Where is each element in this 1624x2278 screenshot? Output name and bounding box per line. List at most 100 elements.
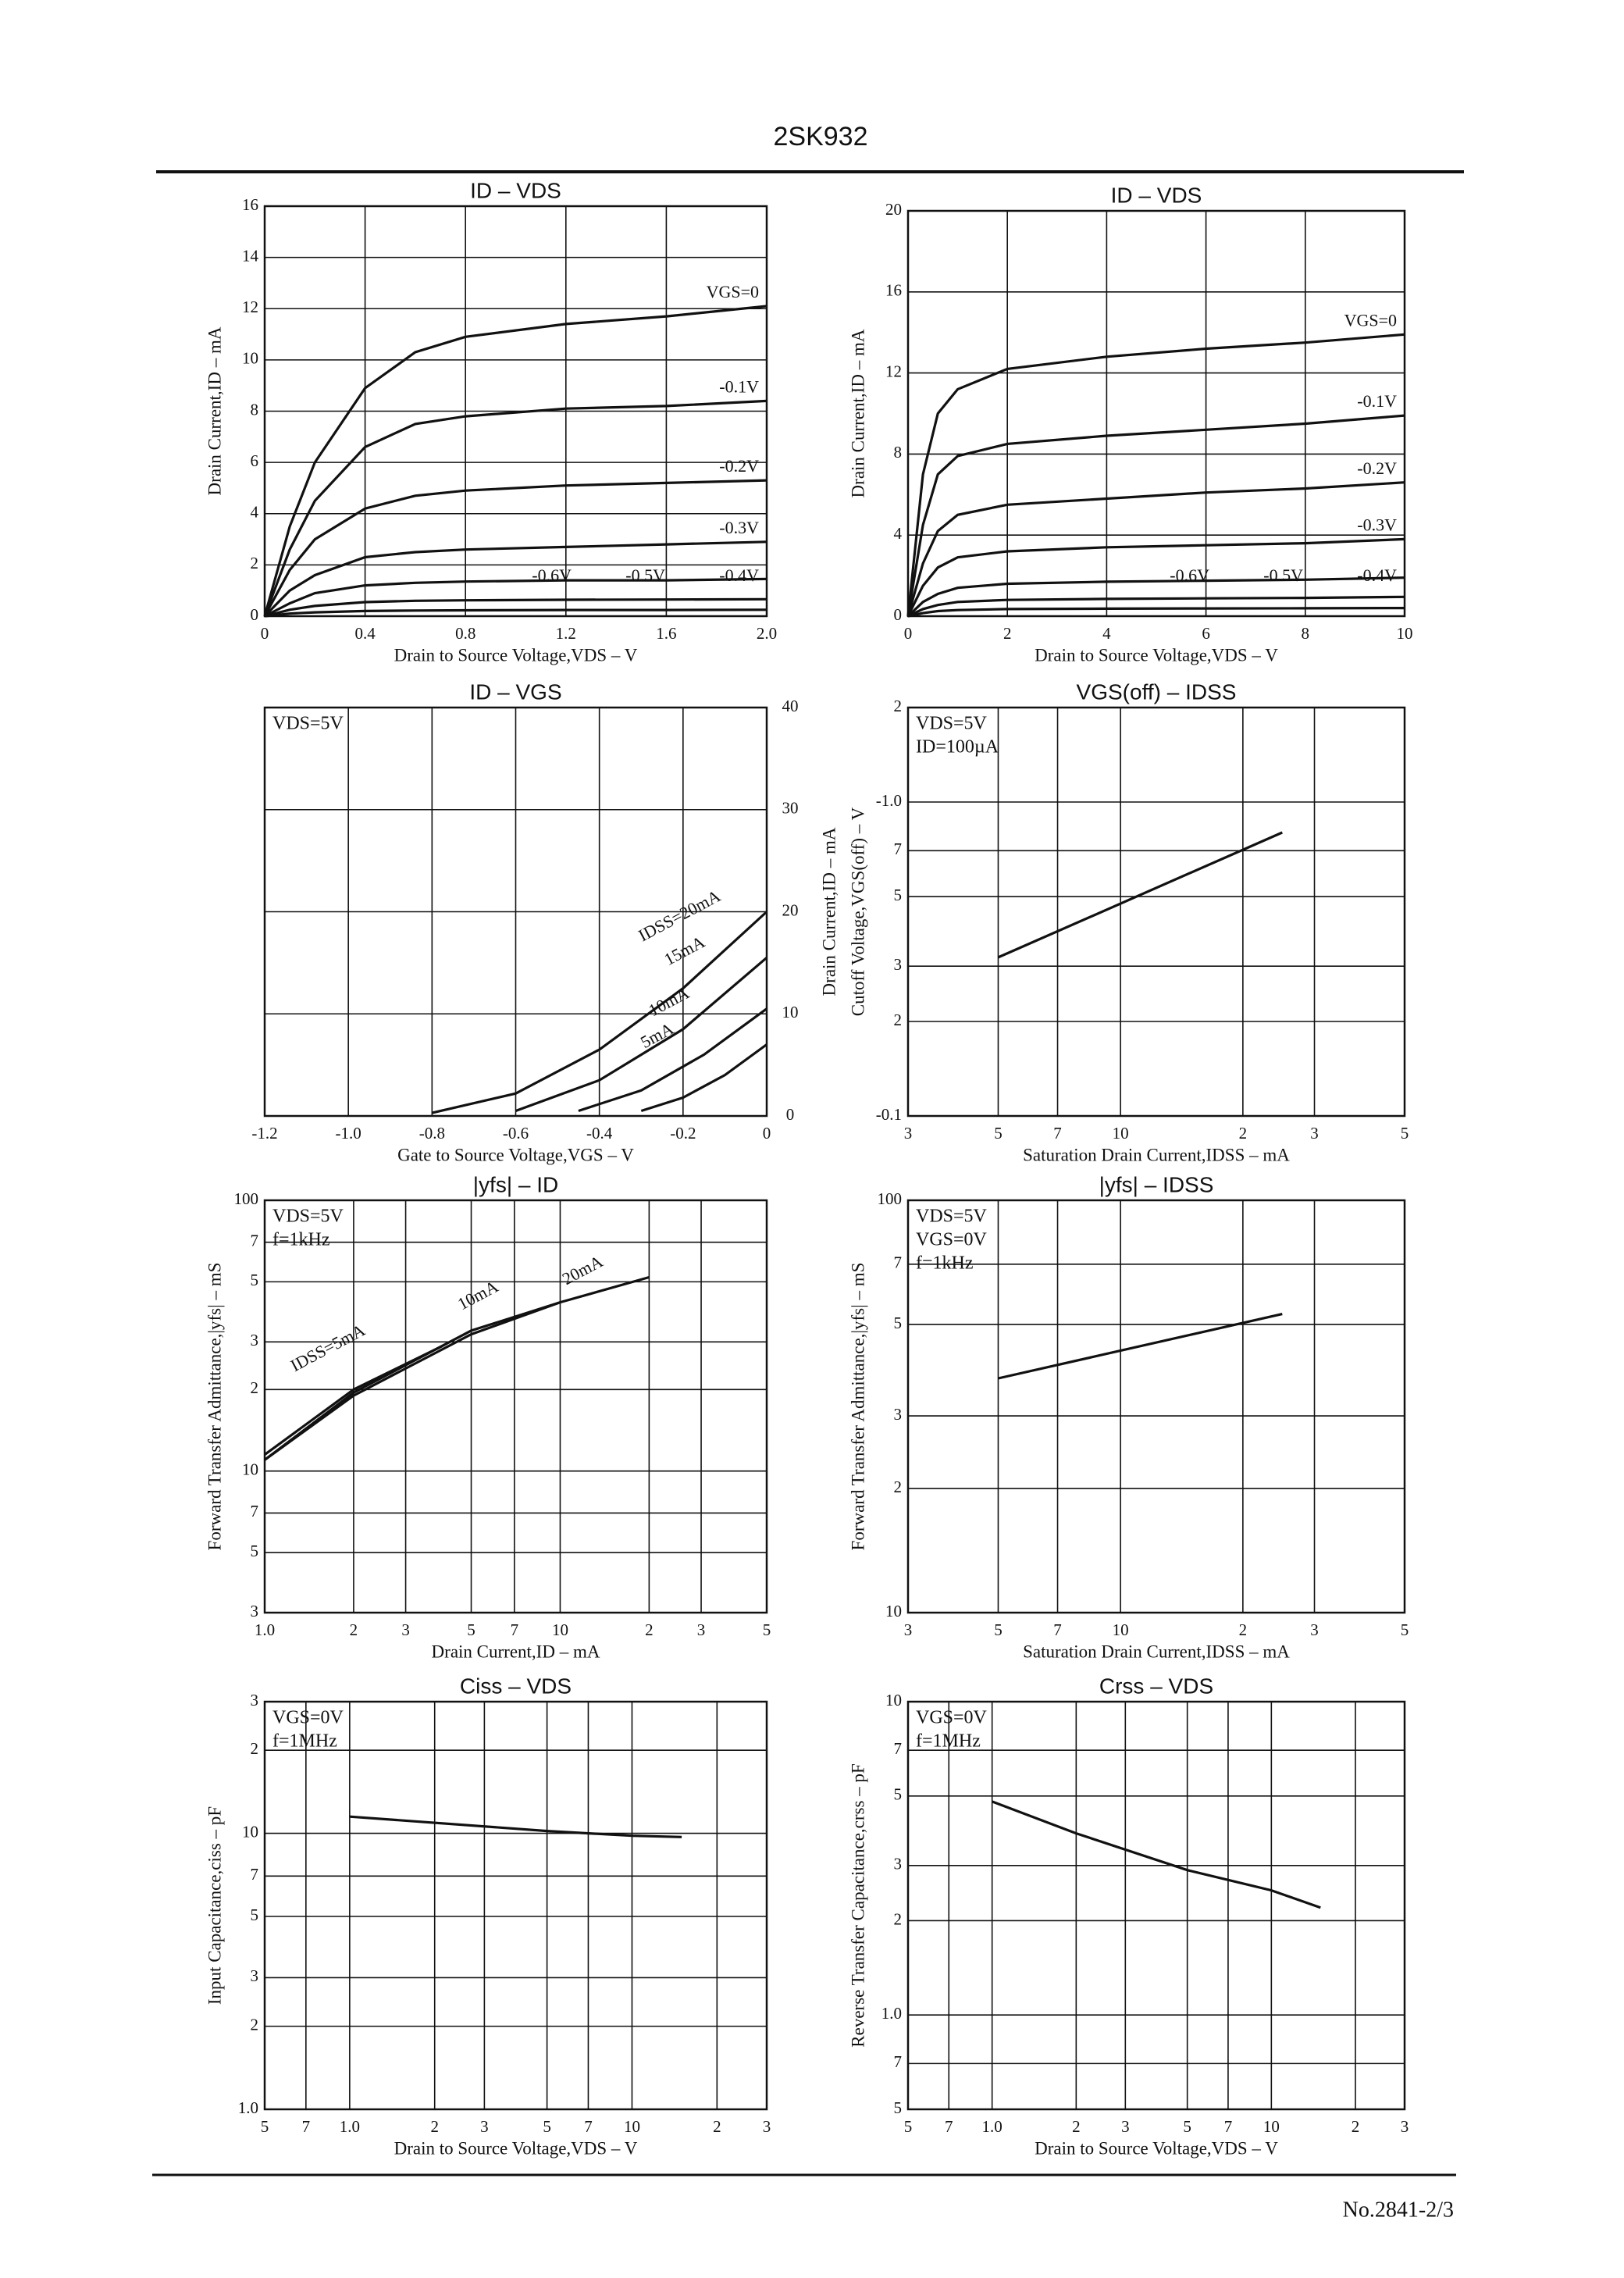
x-tick-label: 5 — [904, 2117, 913, 2136]
y-tick-label: 5 — [894, 1314, 903, 1332]
x-tick-label: 2 — [1239, 1124, 1248, 1143]
plot-frame — [906, 209, 1406, 618]
y-tick-label: 16 — [885, 281, 902, 300]
y-tick-label: 2 — [894, 1011, 903, 1029]
x-tick-label: 3 — [904, 1620, 913, 1639]
x-tick-label: 2 — [1352, 2117, 1360, 2136]
y-tick-label: -1.0 — [876, 791, 902, 810]
y-tick-label: 1.0 — [881, 2004, 902, 2023]
x-tick-label: 3 — [1310, 1124, 1319, 1143]
chart-title: VGS(off) – IDSS — [1077, 679, 1237, 704]
curve — [264, 1275, 650, 1461]
x-tick-label: 5 — [543, 2117, 551, 2136]
curve — [906, 481, 1405, 617]
x-tick-label: 1.0 — [255, 1620, 275, 1639]
header-title: 2SK932 — [774, 122, 868, 152]
curve — [906, 537, 1405, 617]
curve — [263, 305, 767, 617]
curve — [578, 1007, 767, 1113]
y-tick-label: 3 — [894, 1855, 903, 1873]
y-tick-label: 20 — [885, 200, 902, 219]
curve-label: 20mA — [559, 1251, 606, 1289]
y-tick-label: 8 — [894, 443, 903, 462]
curve-label: VGS=0 — [1344, 310, 1397, 330]
x-tick-label: 3 — [697, 1620, 706, 1639]
y-tick-label: 16 — [242, 195, 258, 214]
curve-label: -0.2V — [1357, 458, 1397, 478]
x-tick-label: 5 — [261, 2117, 269, 2136]
y-tick-label: 3 — [251, 1966, 259, 1985]
curve-label: -0.3V — [719, 518, 759, 537]
curve-label: 5mA — [637, 1018, 677, 1052]
x-tick-label: 3 — [401, 1620, 410, 1639]
x-tick-label: 5 — [1401, 1620, 1409, 1639]
y-tick-label: 10 — [242, 1460, 258, 1479]
x-axis-label: Drain to Source Voltage,VDS – V — [1035, 2138, 1278, 2158]
x-tick-label: -1.2 — [251, 1124, 277, 1143]
y-tick-label: 10 — [782, 1003, 799, 1021]
y-tick-label: 12 — [242, 298, 258, 316]
y-tick-label: 7 — [894, 1739, 903, 1758]
x-tick-label: 0 — [261, 624, 269, 643]
annotation: VGS=0V — [916, 1708, 988, 1728]
chart-title: ID – VGS — [469, 679, 561, 704]
y-tick-label: 7 — [251, 1865, 259, 1884]
x-tick-label: 10 — [1263, 2117, 1280, 2136]
x-axis-label: Saturation Drain Current,IDSS – mA — [1023, 1642, 1290, 1661]
x-tick-label: 2 — [1003, 624, 1012, 643]
curve-label: -0.6V — [532, 565, 572, 585]
chart-title: Crss – VDS — [1099, 1674, 1213, 1698]
curve-label: VGS=0 — [707, 282, 759, 301]
curve — [992, 1800, 1321, 1909]
chart-title: ID – VDS — [470, 178, 561, 202]
chart-title: |yfs| – ID — [473, 1172, 558, 1196]
y-tick-label: 30 — [782, 799, 799, 818]
plot-frame — [263, 205, 768, 618]
curve-label: -0.6V — [1170, 565, 1209, 585]
x-tick-label: 7 — [1053, 1620, 1062, 1639]
curve — [264, 1301, 561, 1461]
y-tick-label: 0 — [894, 605, 903, 624]
y-tick-label: 2 — [251, 554, 259, 572]
x-tick-label: 7 — [1224, 2117, 1233, 2136]
x-tick-label: 5 — [1183, 2117, 1191, 2136]
x-tick-label: 5 — [467, 1620, 475, 1639]
x-tick-label: 3 — [1310, 1620, 1319, 1639]
curve — [264, 597, 767, 618]
y-tick-label: 5 — [251, 1905, 259, 1924]
curve-label: -0.5V — [625, 565, 665, 585]
x-tick-label: -0.2 — [670, 1124, 696, 1143]
x-axis-label: Drain to Source Voltage,VDS – V — [394, 2138, 638, 2158]
x-tick-label: 6 — [1202, 624, 1210, 643]
x-tick-label: 0 — [904, 624, 913, 643]
x-tick-label: 3 — [1401, 2117, 1409, 2136]
x-tick-label: -0.4 — [586, 1124, 613, 1143]
annotation: f=1kHz — [272, 1230, 330, 1250]
x-axis-label: Drain Current,ID – mA — [432, 1642, 600, 1661]
annotation: VDS=5V — [272, 714, 344, 734]
curve — [349, 1815, 682, 1838]
annotation: VDS=5V — [272, 1207, 344, 1227]
annotation: ID=100µA — [916, 737, 999, 758]
x-tick-label: 2 — [1072, 2117, 1081, 2136]
x-tick-label: 2 — [430, 2117, 439, 2136]
curve-label: -0.3V — [1357, 515, 1397, 534]
curve — [263, 540, 767, 618]
curve-label: -0.4V — [719, 565, 759, 585]
x-tick-label: 2 — [350, 1620, 358, 1639]
curve — [431, 911, 768, 1114]
y-tick-label: -0.1 — [876, 1105, 902, 1124]
y-tick-label: 10 — [885, 1602, 902, 1620]
x-tick-label: 10 — [552, 1620, 568, 1639]
curve — [264, 1344, 443, 1456]
x-tick-label: 5 — [763, 1620, 771, 1639]
y-tick-label: 2 — [251, 2015, 259, 2034]
plot-frame — [906, 1700, 1406, 2111]
curve-label: IDSS=20mA — [635, 886, 723, 945]
annotation: VDS=5V — [916, 714, 988, 734]
y-tick-label: 7 — [251, 1502, 259, 1520]
y-tick-label: 100 — [878, 1189, 903, 1208]
x-tick-label: 2 — [1239, 1620, 1248, 1639]
y-tick-label: 0 — [251, 605, 259, 624]
x-tick-label: 3 — [480, 2117, 489, 2136]
